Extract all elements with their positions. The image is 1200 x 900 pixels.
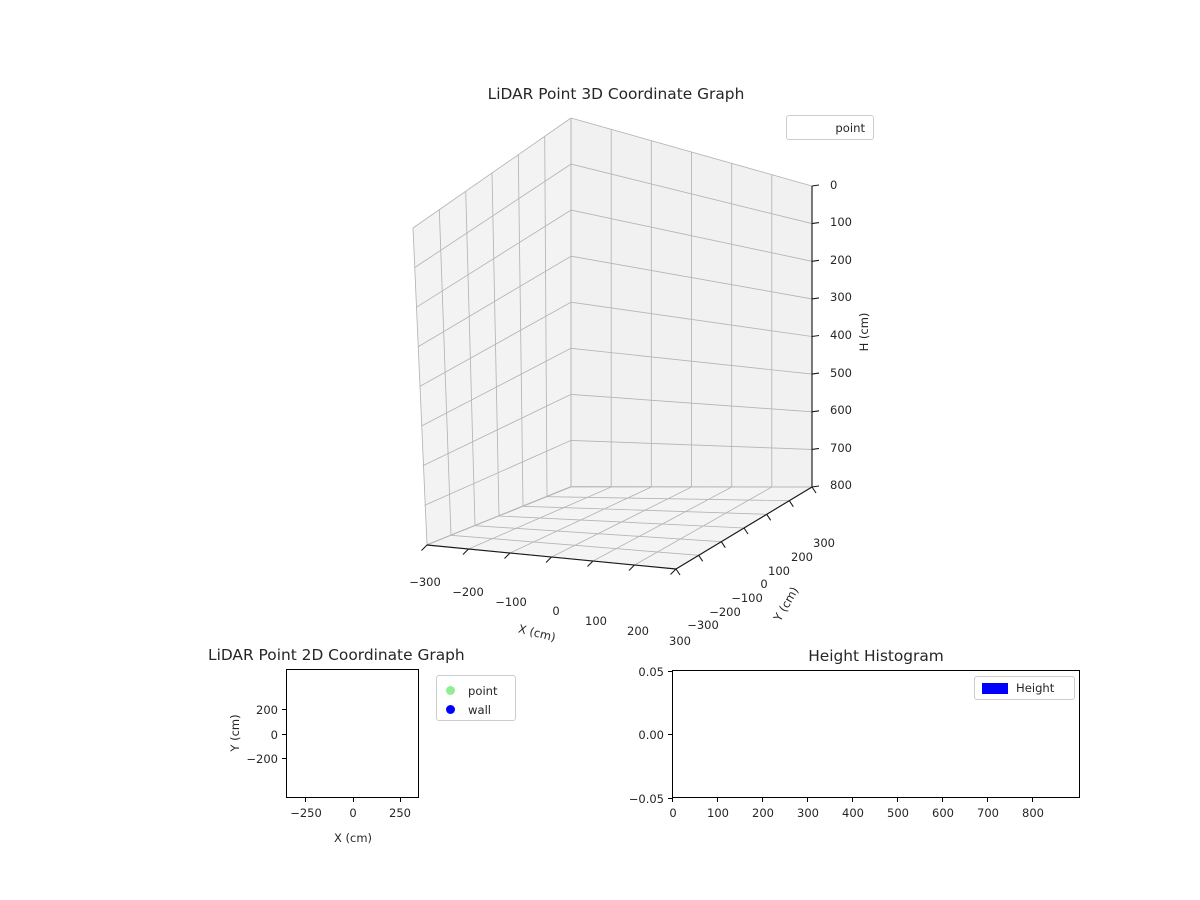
plot2d-title: LiDAR Point 2D Coordinate Graph bbox=[208, 646, 465, 664]
xtick-label-hist-4: 400 bbox=[842, 806, 864, 820]
xtickmark-2d-neg250 bbox=[305, 798, 307, 802]
ztick-label-3: 300 bbox=[830, 290, 852, 304]
xtick-label-5: 200 bbox=[627, 624, 649, 638]
ztick-label-0: 0 bbox=[830, 178, 838, 192]
xtick-label-hist-1: 100 bbox=[707, 806, 729, 820]
xtickmark-hist-500 bbox=[897, 798, 899, 802]
ytick-label-1: −200 bbox=[709, 605, 741, 619]
xtick-label-2d-2: 250 bbox=[389, 806, 411, 820]
ytick-label-2d-2: −200 bbox=[246, 752, 278, 766]
ytick-label-3: 0 bbox=[760, 577, 768, 591]
point-marker-icon bbox=[446, 686, 455, 695]
xtick-label-3: 0 bbox=[552, 604, 560, 618]
xtickmark-hist-700 bbox=[987, 798, 989, 802]
ztick-label-4: 400 bbox=[830, 328, 852, 342]
ztick-label-7: 700 bbox=[830, 441, 852, 455]
ytick-label-4: 100 bbox=[768, 564, 790, 578]
xtickmark-hist-100 bbox=[717, 798, 719, 802]
xtickmark-2d-0 bbox=[352, 798, 354, 802]
xtickmark-2d-250 bbox=[399, 798, 401, 802]
legend-2d[interactable]: point wall bbox=[436, 675, 516, 721]
xtick-label-hist-0: 0 bbox=[669, 806, 677, 820]
ytick-label-hist-2: −0.05 bbox=[628, 791, 664, 806]
legend-2d-entry-wall[interactable]: wall bbox=[437, 700, 515, 719]
xtickmark-hist-200 bbox=[762, 798, 764, 802]
plot3d-title: LiDAR Point 3D Coordinate Graph bbox=[487, 85, 745, 103]
xtickmark-hist-600 bbox=[942, 798, 944, 802]
legend-hist-entry-height[interactable]: Height bbox=[975, 677, 1074, 699]
ytickmark-2d-0 bbox=[282, 733, 286, 735]
xaxis-label-2d: X (cm) bbox=[333, 831, 373, 845]
ytick-label-0: −300 bbox=[687, 618, 719, 632]
wall-marker-icon bbox=[446, 705, 455, 714]
xtick-label-2: −100 bbox=[495, 595, 527, 609]
axes-2d[interactable] bbox=[286, 669, 419, 798]
height-patch-icon bbox=[982, 682, 1008, 694]
xtickmark-hist-0 bbox=[672, 798, 674, 802]
xtickmark-hist-800 bbox=[1032, 798, 1034, 802]
xtickmark-hist-300 bbox=[807, 798, 809, 802]
x-ticks-3d bbox=[421, 544, 677, 575]
ytick-label-2: −100 bbox=[731, 591, 763, 605]
ytickmark-hist-0.05 bbox=[668, 670, 672, 672]
legend-2d-entry-point[interactable]: point bbox=[437, 681, 515, 700]
point-marker-icon bbox=[822, 123, 831, 132]
xtickmark-hist-400 bbox=[852, 798, 854, 802]
ytickmark-hist-neg0.05 bbox=[668, 797, 672, 799]
xtick-label-hist-7: 700 bbox=[977, 806, 999, 820]
xtick-label-2d-0: −250 bbox=[290, 806, 322, 820]
ztick-label-1: 100 bbox=[830, 215, 852, 229]
ztick-label-6: 600 bbox=[830, 403, 852, 417]
xtick-label-0: −300 bbox=[409, 575, 441, 589]
legend-3d-label-point: point bbox=[835, 120, 865, 135]
xtick-label-hist-3: 300 bbox=[797, 806, 819, 820]
zaxis-label: H (cm) bbox=[857, 312, 871, 352]
ztick-label-8: 800 bbox=[830, 478, 852, 492]
ytickmark-2d-200 bbox=[282, 709, 286, 711]
xtick-label-2d-1: 0 bbox=[349, 806, 357, 820]
legend-hist-label-height: Height bbox=[1016, 681, 1055, 695]
xtick-label-hist-6: 600 bbox=[932, 806, 954, 820]
ytick-label-5: 200 bbox=[791, 550, 813, 564]
z-ticks-3d bbox=[811, 184, 820, 488]
pane-left bbox=[413, 118, 571, 545]
xtick-label-hist-5: 500 bbox=[887, 806, 909, 820]
xtick-label-hist-2: 200 bbox=[752, 806, 774, 820]
legend-3d[interactable]: point bbox=[786, 115, 874, 140]
ytickmark-2d-neg200 bbox=[282, 758, 286, 760]
y-ticks-3d bbox=[675, 486, 817, 576]
pane-floor bbox=[427, 487, 812, 569]
ytick-label-2d-1: 0 bbox=[270, 727, 278, 742]
xtick-label-6: 300 bbox=[669, 634, 691, 648]
ytick-label-hist-1: 0.00 bbox=[638, 728, 664, 742]
xtick-label-4: 100 bbox=[585, 614, 607, 628]
xtick-label-1: −200 bbox=[452, 585, 484, 599]
ytick-label-2d-0: 200 bbox=[256, 703, 278, 717]
xtick-label-hist-8: 800 bbox=[1022, 806, 1044, 820]
legend-3d-entry-point[interactable]: point bbox=[787, 116, 873, 139]
legend-2d-label-wall: wall bbox=[468, 702, 492, 717]
histogram-title: Height Histogram bbox=[808, 647, 944, 665]
axes-3d: 0 100 200 300 400 500 600 700 800 H (cm)… bbox=[380, 100, 900, 660]
ytick-label-6: 300 bbox=[813, 536, 835, 550]
ztick-label-5: 500 bbox=[830, 366, 852, 380]
yaxis-label-2d: Y (cm) bbox=[228, 714, 242, 752]
legend-2d-label-point: point bbox=[468, 683, 498, 698]
ztick-label-2: 200 bbox=[830, 253, 852, 267]
ytickmark-hist-0.00 bbox=[668, 734, 672, 736]
axes-3d-canvas bbox=[412, 117, 820, 576]
ytick-label-hist-0: 0.05 bbox=[638, 664, 664, 679]
legend-histogram[interactable]: Height bbox=[974, 676, 1075, 700]
